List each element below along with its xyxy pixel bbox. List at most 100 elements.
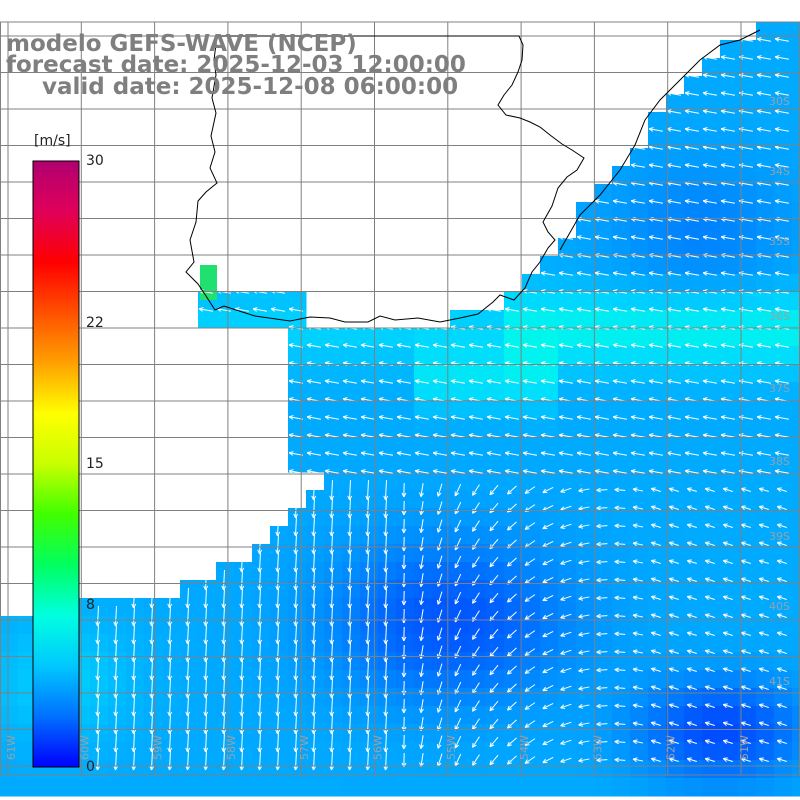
field-cell bbox=[18, 616, 37, 635]
field-cell bbox=[612, 418, 631, 437]
field-cell bbox=[666, 706, 685, 725]
wind-arrow bbox=[378, 433, 393, 438]
wind-arrow bbox=[454, 591, 462, 605]
field-cell bbox=[90, 742, 109, 761]
field-cell bbox=[342, 400, 361, 419]
field-cell bbox=[288, 346, 307, 365]
field-cell bbox=[756, 508, 775, 527]
field-cell bbox=[378, 436, 397, 455]
field-cell bbox=[576, 436, 595, 455]
field-cell bbox=[540, 256, 559, 275]
wind-arrow bbox=[95, 677, 101, 699]
wind-arrow bbox=[468, 415, 483, 420]
field-cell bbox=[738, 328, 757, 347]
wind-arrow bbox=[239, 695, 245, 717]
field-cell bbox=[630, 256, 649, 275]
field-cell bbox=[270, 562, 289, 581]
field-cell bbox=[738, 742, 757, 761]
field-cell bbox=[216, 724, 235, 743]
field-cell bbox=[522, 346, 541, 365]
wind-arrow bbox=[720, 127, 735, 132]
wind-arrow bbox=[704, 703, 715, 708]
wind-arrow bbox=[650, 631, 661, 636]
field-cell bbox=[252, 778, 271, 797]
wind-arrow bbox=[776, 631, 787, 636]
field-cell bbox=[360, 436, 379, 455]
wind-arrow bbox=[648, 199, 663, 204]
field-cell bbox=[576, 580, 595, 599]
wind-arrow bbox=[489, 700, 499, 712]
field-cell bbox=[342, 634, 361, 653]
wind-arrow bbox=[401, 735, 407, 750]
wind-arrow bbox=[113, 677, 119, 699]
wind-arrow bbox=[774, 199, 789, 204]
wind-arrow bbox=[774, 379, 789, 384]
field-cell bbox=[468, 310, 487, 329]
wind-arrow bbox=[436, 555, 443, 569]
wind-arrow bbox=[632, 613, 644, 619]
field-cell bbox=[288, 526, 307, 545]
field-cell bbox=[504, 598, 523, 617]
field-cell bbox=[432, 400, 451, 419]
field-cell bbox=[252, 580, 271, 599]
wind-arrow bbox=[776, 757, 787, 762]
wind-arrow bbox=[650, 613, 661, 618]
field-cell bbox=[738, 148, 757, 167]
field-cell bbox=[774, 94, 793, 113]
field-cell bbox=[702, 436, 721, 455]
field-cell bbox=[792, 508, 800, 527]
field-cell bbox=[630, 580, 649, 599]
wind-arrow bbox=[95, 659, 101, 681]
field-cell bbox=[306, 634, 325, 653]
field-cell bbox=[684, 256, 703, 275]
field-cell bbox=[414, 508, 433, 527]
field-cell bbox=[576, 760, 595, 779]
field-cell bbox=[288, 454, 307, 473]
wind-arrow bbox=[311, 623, 317, 645]
field-cell bbox=[648, 580, 667, 599]
field-cell bbox=[306, 616, 325, 635]
field-cell bbox=[432, 526, 451, 545]
wind-arrow bbox=[684, 343, 699, 348]
field-cell bbox=[612, 634, 631, 653]
field-cell bbox=[360, 706, 379, 725]
wind-arrow bbox=[311, 659, 317, 681]
field-cell bbox=[522, 598, 541, 617]
field-cell bbox=[594, 292, 613, 311]
field-cell bbox=[18, 670, 37, 689]
field-cell bbox=[774, 508, 793, 527]
field-cell bbox=[738, 562, 757, 581]
field-cell bbox=[558, 256, 577, 275]
wind-arrow bbox=[704, 577, 715, 582]
wind-arrow bbox=[614, 559, 626, 565]
wind-arrow bbox=[776, 595, 787, 600]
wind-arrow bbox=[596, 649, 608, 655]
field-cell bbox=[576, 472, 595, 491]
field-cell bbox=[216, 562, 235, 581]
field-cell bbox=[720, 724, 739, 743]
wind-arrow bbox=[684, 307, 699, 312]
field-cell bbox=[738, 634, 757, 653]
wind-arrow bbox=[596, 595, 608, 601]
wind-arrow bbox=[722, 721, 733, 726]
field-cell bbox=[756, 346, 775, 365]
field-cell bbox=[594, 526, 613, 545]
colorbar-unit: [m/s] bbox=[34, 133, 71, 149]
field-cell bbox=[396, 598, 415, 617]
field-cell bbox=[522, 562, 541, 581]
wind-arrow bbox=[720, 415, 735, 420]
wind-arrow bbox=[774, 109, 789, 114]
wind-arrow bbox=[740, 721, 751, 726]
field-cell bbox=[270, 652, 289, 671]
wind-arrow bbox=[257, 749, 263, 771]
wind-arrow bbox=[702, 235, 717, 240]
wind-arrow bbox=[614, 613, 626, 619]
wind-arrow bbox=[432, 433, 447, 438]
wind-arrow bbox=[257, 551, 263, 573]
wind-arrow bbox=[472, 700, 480, 712]
wind-arrow bbox=[365, 479, 371, 501]
field-cell bbox=[666, 346, 685, 365]
field-cell bbox=[126, 670, 145, 689]
field-cell bbox=[504, 760, 523, 779]
field-cell bbox=[774, 724, 793, 743]
